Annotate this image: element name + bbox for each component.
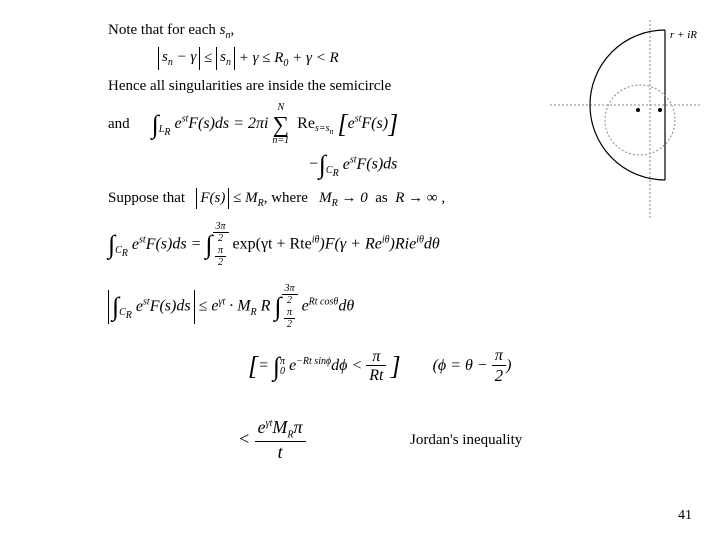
page-number: 41 bbox=[678, 508, 692, 524]
semicircle-diagram: r + iR bbox=[550, 20, 700, 220]
jordan-label: Jordan's inequality bbox=[410, 432, 522, 449]
and-text: and bbox=[108, 116, 130, 132]
diagram-label: r + iR bbox=[670, 29, 697, 41]
note-text: Note that for each bbox=[108, 22, 220, 38]
jordan-box: [= ∫π0 e−Rt sinϕdϕ < πRt ] (ϕ = θ − π2) bbox=[248, 347, 708, 386]
integral-LR: ∫LR estF(s)ds = 2πi N∑n=1 Re s=sn [estF(… bbox=[152, 115, 399, 132]
ineq-bound: ∫CR estF(s)ds ≤ eγt · MR R ∫3π2π2 eRt co… bbox=[108, 283, 708, 331]
int-expand: ∫CR estF(s)ds = ∫3π2π2 exp(γt + Rteiθ)F(… bbox=[108, 221, 708, 269]
